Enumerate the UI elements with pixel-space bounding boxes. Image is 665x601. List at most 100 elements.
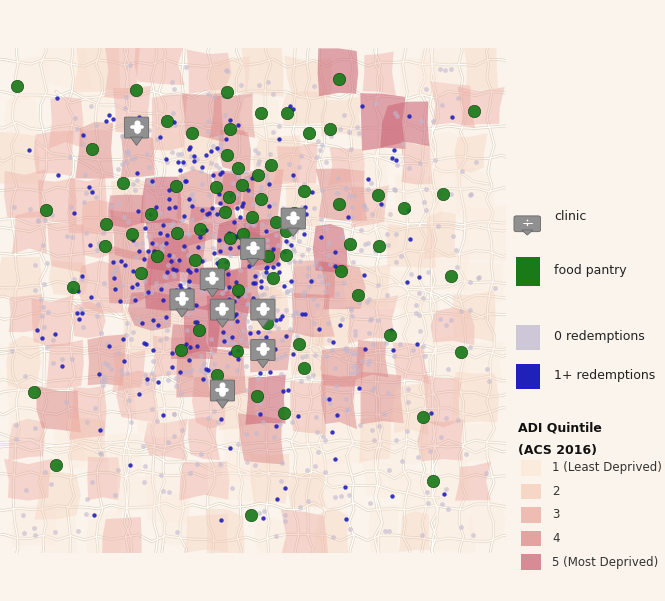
Point: [237, 201, 247, 210]
FancyBboxPatch shape: [241, 239, 265, 260]
Point: [319, 436, 330, 445]
Point: [390, 229, 401, 239]
Bar: [521, 484, 541, 499]
Text: 2: 2: [552, 485, 559, 498]
Point: [108, 114, 118, 124]
Point: [214, 383, 225, 392]
Point: [177, 297, 188, 307]
FancyBboxPatch shape: [281, 208, 305, 229]
Point: [353, 128, 364, 138]
Point: [440, 320, 451, 330]
Polygon shape: [184, 514, 229, 553]
Point: [212, 416, 223, 426]
Point: [163, 375, 174, 385]
Point: [326, 131, 336, 141]
Polygon shape: [209, 93, 255, 138]
Point: [350, 360, 361, 370]
Point: [290, 307, 301, 316]
Point: [161, 157, 172, 167]
Point: [414, 272, 424, 282]
Point: [346, 303, 356, 313]
Point: [178, 244, 188, 254]
Point: [169, 117, 180, 127]
Bar: [516, 257, 539, 287]
Point: [441, 484, 452, 494]
Point: [214, 310, 225, 320]
Point: [219, 336, 229, 346]
Point: [132, 175, 142, 185]
Point: [356, 246, 366, 255]
Point: [287, 171, 298, 180]
Point: [123, 217, 134, 227]
Point: [367, 426, 378, 435]
Point: [38, 302, 49, 312]
Point: [446, 315, 456, 325]
Point: [168, 409, 179, 418]
Point: [324, 394, 334, 404]
Point: [118, 356, 129, 365]
Polygon shape: [241, 43, 283, 97]
Point: [273, 259, 283, 269]
Point: [148, 345, 158, 355]
Point: [223, 193, 234, 203]
Point: [57, 354, 67, 364]
Point: [362, 238, 373, 248]
Point: [29, 387, 40, 397]
Point: [334, 320, 344, 330]
Point: [383, 465, 394, 475]
Polygon shape: [435, 508, 475, 554]
Point: [270, 354, 281, 364]
Text: 5 (Most Deprived): 5 (Most Deprived): [552, 555, 658, 569]
Point: [152, 377, 163, 386]
Polygon shape: [130, 137, 142, 145]
Point: [215, 515, 226, 525]
Point: [370, 99, 381, 108]
Point: [18, 510, 29, 520]
Polygon shape: [254, 518, 287, 554]
Point: [221, 257, 231, 267]
Point: [176, 215, 187, 225]
Point: [312, 153, 323, 162]
Point: [184, 230, 194, 239]
Point: [175, 367, 186, 377]
Polygon shape: [350, 135, 388, 187]
Point: [288, 244, 299, 254]
Point: [137, 244, 148, 254]
Polygon shape: [47, 222, 86, 273]
Point: [132, 206, 143, 216]
Point: [150, 239, 161, 249]
Polygon shape: [399, 299, 439, 344]
Point: [154, 335, 165, 344]
Polygon shape: [80, 93, 112, 131]
Point: [271, 223, 281, 233]
Polygon shape: [253, 135, 301, 183]
Point: [425, 446, 436, 456]
Point: [232, 121, 243, 130]
Point: [138, 477, 149, 487]
Polygon shape: [313, 306, 351, 349]
Point: [222, 384, 233, 394]
Point: [261, 263, 272, 272]
Point: [348, 258, 358, 267]
Polygon shape: [395, 174, 443, 227]
Point: [90, 120, 101, 130]
Point: [241, 338, 252, 347]
Point: [338, 110, 349, 120]
FancyBboxPatch shape: [124, 117, 148, 138]
Point: [172, 527, 183, 537]
Point: [350, 326, 360, 336]
Point: [411, 300, 422, 310]
Point: [384, 526, 394, 535]
Point: [189, 151, 200, 160]
Point: [211, 143, 222, 153]
Polygon shape: [150, 94, 188, 151]
Point: [162, 230, 172, 240]
Point: [77, 130, 88, 140]
Polygon shape: [67, 418, 108, 463]
Point: [214, 300, 225, 310]
Point: [325, 259, 335, 269]
Point: [415, 117, 426, 126]
Point: [255, 290, 266, 299]
Point: [253, 389, 264, 399]
Polygon shape: [144, 254, 185, 311]
